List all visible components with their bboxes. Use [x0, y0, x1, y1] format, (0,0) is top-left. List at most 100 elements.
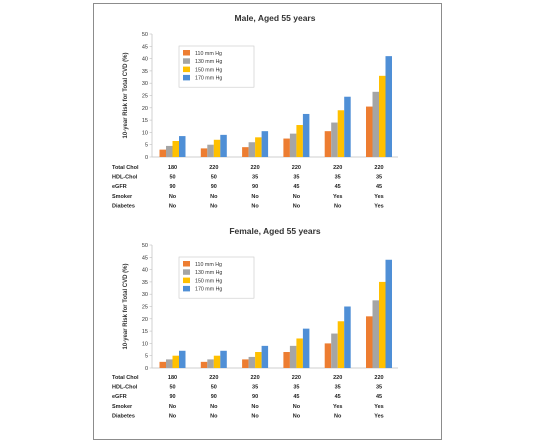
bar	[166, 359, 173, 368]
table-row-label: Smoker	[112, 404, 133, 410]
table-cell: No	[210, 413, 218, 419]
y-axis-label: 10-year Risk for Total CVD (%)	[123, 264, 129, 350]
figure-frame: Male, Aged 55 years 10-year Risk for Tota…	[93, 3, 442, 440]
bar	[159, 149, 166, 157]
table-cell: 90	[169, 394, 175, 400]
table-cell: No	[293, 194, 301, 200]
bar	[366, 316, 373, 368]
bar	[372, 91, 379, 157]
y-tick-label: 15	[142, 118, 148, 124]
table-row-label: HDL-Chol	[112, 175, 138, 181]
legend-label: 150 mm Hg	[195, 67, 222, 73]
table-cell: 35	[335, 175, 341, 181]
bar	[166, 145, 173, 157]
table-cell: 35	[376, 175, 382, 181]
table-cell: Yes	[374, 194, 383, 200]
table-cell: 45	[335, 184, 341, 190]
y-tick-label: 0	[145, 366, 148, 372]
y-tick-label: 20	[142, 106, 148, 112]
table-cell: 220	[251, 375, 260, 381]
bar	[344, 96, 351, 157]
y-tick-label: 35	[142, 280, 148, 286]
table-row-label: Diabetes	[112, 413, 135, 419]
legend-box	[178, 256, 255, 299]
bar	[385, 259, 392, 368]
table-cell: No	[169, 203, 177, 209]
table-cell: 35	[252, 385, 258, 391]
table-cell: 220	[374, 165, 383, 171]
bar	[385, 56, 392, 157]
table-cell: No	[251, 194, 259, 200]
bar	[255, 137, 262, 157]
table-cell: No	[210, 203, 218, 209]
table-cell: 35	[293, 175, 299, 181]
bar	[296, 338, 303, 368]
y-tick-label: 10	[142, 341, 148, 347]
bar	[172, 355, 179, 368]
table-cell: No	[169, 194, 177, 200]
chart-panel-2: Female, Aged 55 years 10-year Risk for To…	[112, 226, 398, 419]
bar	[261, 345, 269, 368]
bar	[283, 138, 290, 157]
chart-title: Male, Aged 55 years	[235, 13, 316, 23]
legend-label: 170 mm Hg	[195, 76, 222, 82]
table-cell: Yes	[333, 194, 342, 200]
table-row-label: eGFR	[112, 184, 127, 190]
y-tick-label: 15	[142, 329, 148, 335]
table-cell: 220	[209, 375, 218, 381]
bar	[220, 134, 227, 157]
table-cell: No	[293, 203, 301, 209]
table-cell: 90	[169, 184, 175, 190]
legend-swatch	[183, 58, 190, 64]
chart-title: Female, Aged 55 years	[229, 226, 321, 236]
bar	[200, 361, 208, 368]
table-cell: 220	[333, 375, 342, 381]
chart-panel-1: Male, Aged 55 years 10-year Risk for Tota…	[112, 13, 398, 209]
bar	[207, 359, 214, 368]
y-tick-label: 40	[142, 57, 148, 63]
bar	[242, 147, 249, 157]
table-cell: Yes	[374, 404, 383, 410]
legend-swatch	[183, 285, 190, 292]
legend-swatch	[183, 261, 190, 267]
bar	[248, 142, 256, 157]
table-cell: 50	[169, 385, 175, 391]
table-cell: 45	[376, 184, 382, 190]
y-tick-label: 40	[142, 268, 148, 274]
legend-swatch	[183, 66, 190, 73]
bar	[242, 359, 249, 368]
legend-label: 130 mm Hg	[195, 270, 222, 276]
table-cell: 50	[211, 175, 217, 181]
table-cell: 50	[169, 175, 175, 181]
y-tick-label: 35	[142, 69, 148, 75]
y-tick-label: 50	[142, 32, 148, 38]
bar	[289, 133, 297, 157]
table-cell: No	[251, 203, 259, 209]
table-cell: 220	[292, 375, 301, 381]
table-cell: 220	[209, 165, 218, 171]
bar	[200, 148, 208, 157]
y-tick-label: 25	[142, 305, 148, 311]
bar	[248, 356, 256, 368]
table-cell: No	[334, 203, 342, 209]
table-row-label: Diabetes	[112, 203, 135, 209]
y-tick-label: 45	[142, 255, 148, 261]
table-cell: No	[293, 404, 301, 410]
y-tick-label: 20	[142, 317, 148, 323]
table-row-label: eGFR	[112, 394, 127, 400]
legend-box	[178, 45, 255, 88]
table-cell: 35	[335, 385, 341, 391]
y-tick-label: 25	[142, 94, 148, 100]
table-cell: Yes	[333, 404, 342, 410]
table-cell: 45	[293, 184, 299, 190]
table-cell: 50	[211, 385, 217, 391]
table-cell: 220	[333, 165, 342, 171]
table-cell: 45	[293, 394, 299, 400]
bar	[331, 333, 338, 368]
table-cell: 90	[252, 394, 258, 400]
bar	[302, 113, 310, 157]
legend-label: 110 mm Hg	[195, 262, 222, 268]
bar	[337, 321, 345, 368]
table-cell: 90	[211, 184, 217, 190]
legend-label: 130 mm Hg	[195, 59, 222, 65]
